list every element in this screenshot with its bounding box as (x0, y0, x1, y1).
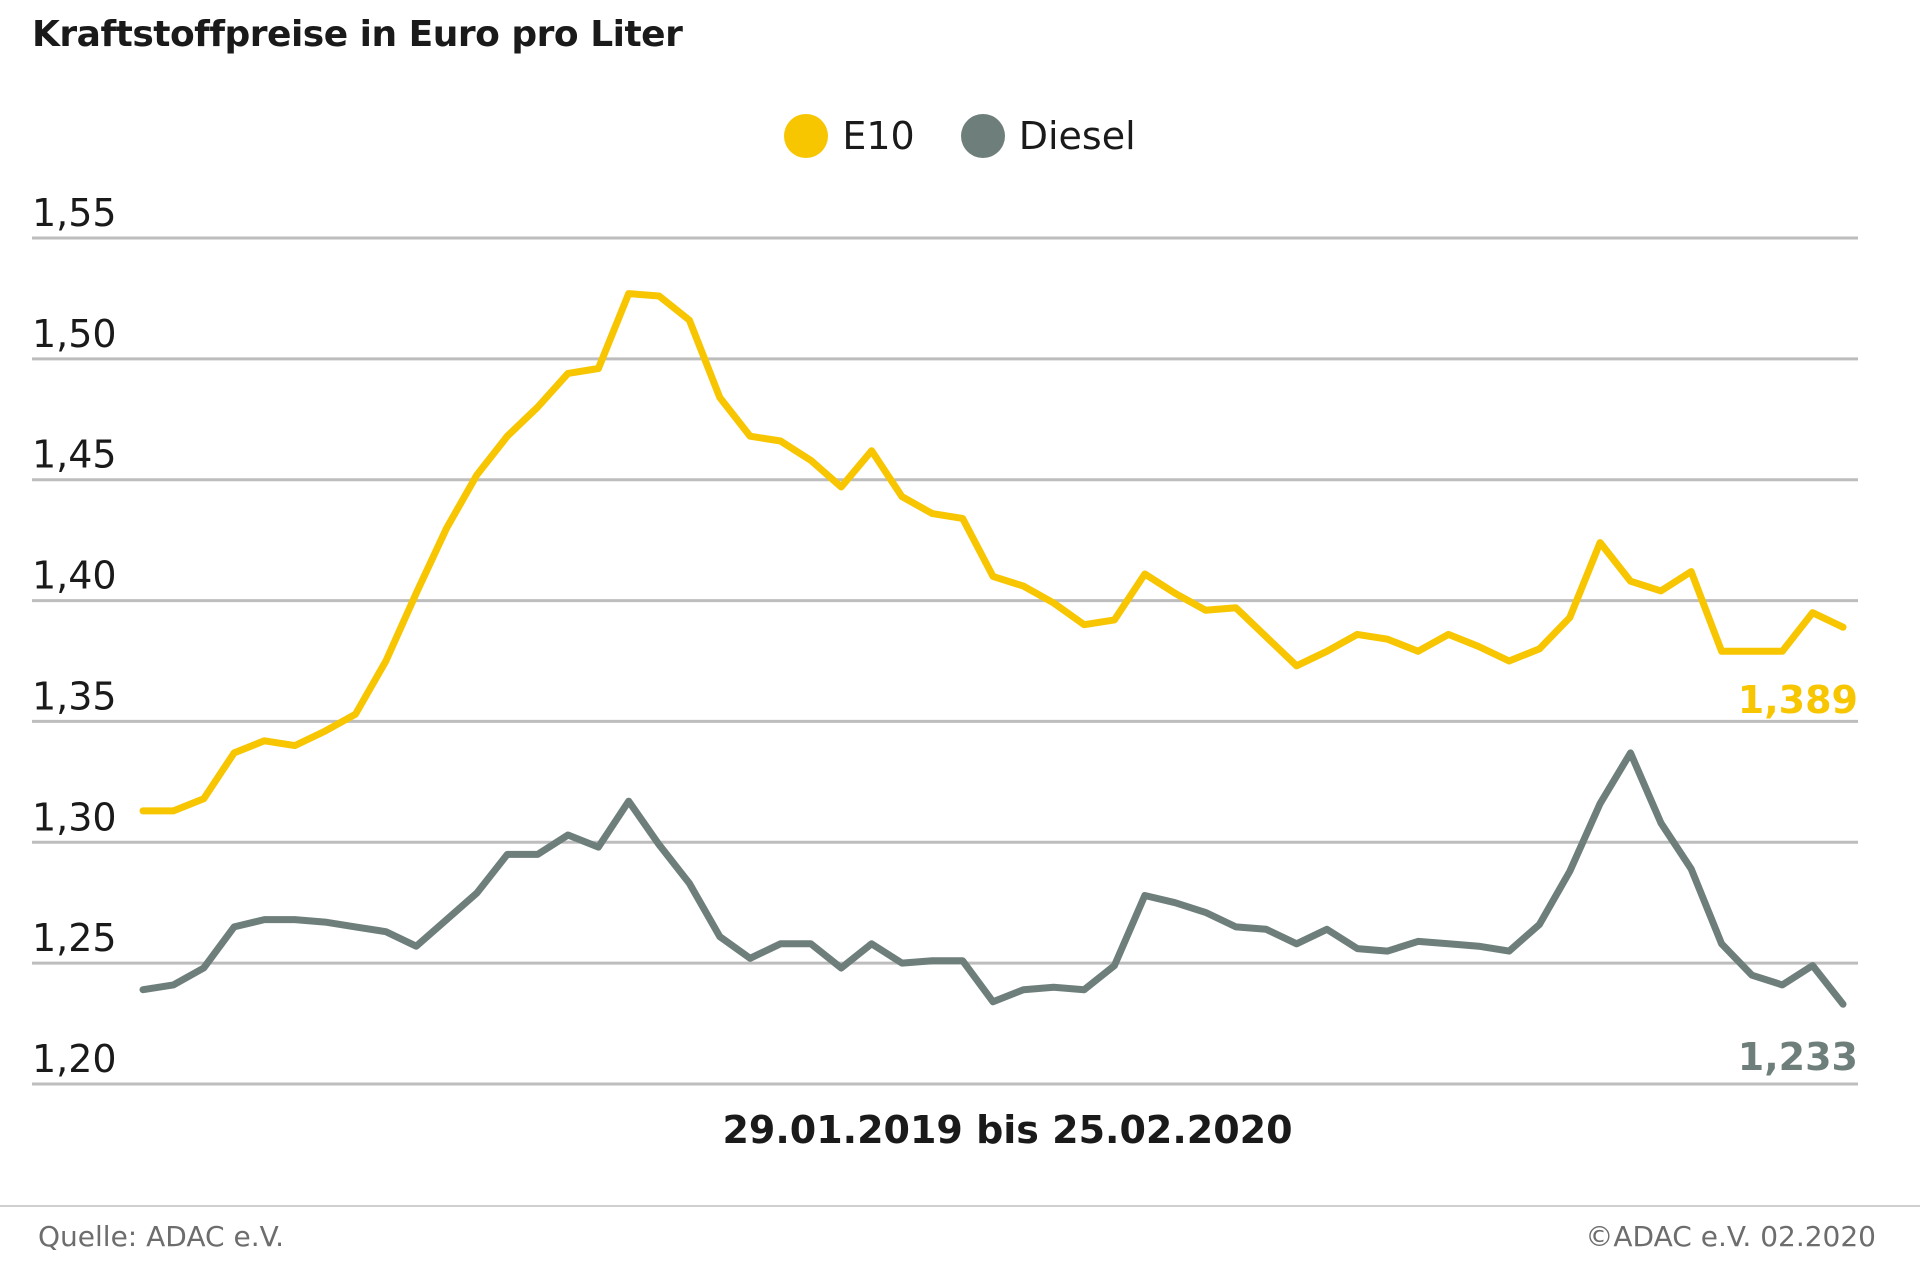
y-tick-label: 1,25 (32, 916, 117, 960)
y-tick-label: 1,40 (32, 554, 117, 598)
legend-label-e10: E10 (842, 114, 915, 158)
legend-item-diesel: Diesel (960, 114, 1136, 158)
legend-label-diesel: Diesel (1018, 114, 1136, 158)
y-tick-label: 1,30 (32, 795, 117, 839)
y-tick-label: 1,35 (32, 674, 117, 718)
end-value-label-e10: 1,389 (1738, 678, 1858, 722)
copyright-note: ©ADAC e.V. 02.2020 (1585, 1220, 1876, 1253)
legend: E10 Diesel (0, 114, 1920, 158)
legend-swatch-e10 (784, 114, 829, 158)
period-label: 29.01.2019 bis 25.02.2020 (722, 1108, 1293, 1152)
footer-divider (0, 1205, 1920, 1207)
y-tick-label: 1,50 (32, 312, 117, 356)
chart-title: Kraftstoffpreise in Euro pro Liter (32, 14, 683, 55)
y-tick-label: 1,45 (32, 433, 117, 477)
series-line-e10 (139, 290, 1847, 815)
y-tick-label: 1,55 (32, 191, 117, 235)
legend-swatch-diesel (960, 114, 1005, 158)
end-value-label-diesel: 1,233 (1738, 1035, 1858, 1079)
source-note: Quelle: ADAC e.V. (38, 1220, 285, 1253)
series-line-diesel (139, 749, 1847, 1008)
y-tick-label: 1,20 (32, 1037, 117, 1081)
legend-item-e10: E10 (784, 114, 915, 158)
